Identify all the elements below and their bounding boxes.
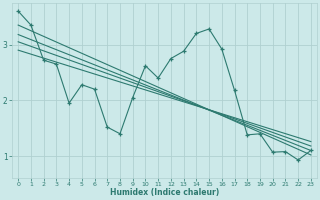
X-axis label: Humidex (Indice chaleur): Humidex (Indice chaleur) bbox=[110, 188, 219, 197]
